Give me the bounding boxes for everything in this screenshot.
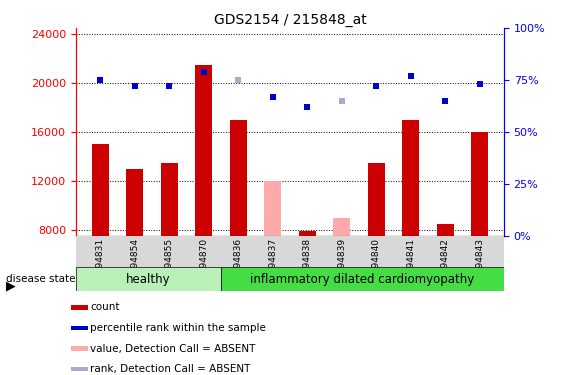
Text: GSM94843: GSM94843 (475, 238, 484, 287)
Text: GSM94837: GSM94837 (268, 238, 277, 287)
Text: GSM94855: GSM94855 (164, 238, 173, 287)
Bar (221, 267, 504, 291)
Bar (368, 163, 385, 236)
Title: GDS2154 / 215848_at: GDS2154 / 215848_at (213, 13, 367, 27)
Text: GSM94838: GSM94838 (303, 238, 312, 287)
Text: GSM94842: GSM94842 (441, 238, 450, 287)
Bar (71, 367, 87, 372)
Text: GSM94870: GSM94870 (199, 238, 208, 287)
Text: inflammatory dilated cardiomyopathy: inflammatory dilated cardiomyopathy (251, 273, 475, 285)
Text: rank, Detection Call = ABSENT: rank, Detection Call = ABSENT (90, 364, 251, 374)
Text: percentile rank within the sample: percentile rank within the sample (90, 323, 266, 333)
Text: GSM94840: GSM94840 (372, 238, 381, 287)
Text: healthy: healthy (126, 273, 171, 285)
Text: disease state: disease state (6, 274, 75, 284)
Bar (71, 346, 87, 351)
Text: value, Detection Call = ABSENT: value, Detection Call = ABSENT (90, 344, 256, 354)
Bar (71, 326, 87, 330)
Bar (230, 120, 247, 236)
Text: GSM94831: GSM94831 (96, 238, 105, 287)
Text: count: count (90, 302, 120, 312)
Text: GSM94854: GSM94854 (130, 238, 139, 287)
Text: GSM94839: GSM94839 (337, 238, 346, 287)
Bar (195, 65, 212, 236)
Bar (436, 224, 454, 236)
Bar (402, 120, 419, 236)
Bar (160, 163, 178, 236)
Bar (298, 231, 316, 236)
Bar (126, 169, 144, 236)
Text: GSM94836: GSM94836 (234, 238, 243, 287)
Text: GSM94841: GSM94841 (406, 238, 415, 287)
Bar (71, 305, 87, 310)
Bar (264, 181, 282, 236)
Bar (333, 218, 350, 236)
Text: ▶: ▶ (6, 280, 15, 292)
Bar (471, 132, 488, 236)
Bar (92, 144, 109, 236)
Bar (76, 267, 221, 291)
